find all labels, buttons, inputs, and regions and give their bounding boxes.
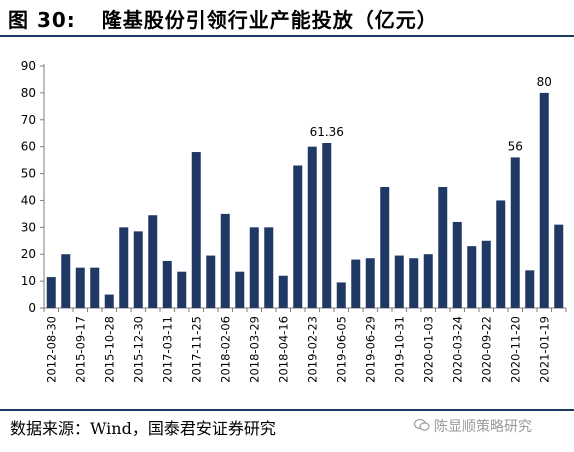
source-note: 数据来源：Wind，国泰君安证券研究 — [10, 419, 276, 438]
y-tick-label: 0 — [28, 301, 36, 315]
bar — [380, 187, 390, 308]
x-tick-label: 2015-10-28 — [102, 316, 116, 383]
bar — [104, 294, 114, 308]
bar — [235, 271, 245, 308]
bar — [365, 258, 375, 308]
data-label: 80 — [537, 75, 552, 89]
bar — [90, 267, 100, 308]
bar — [467, 246, 477, 308]
y-tick-label: 80 — [21, 86, 36, 100]
y-tick-label: 60 — [21, 140, 36, 154]
bar — [423, 254, 433, 308]
bar — [191, 152, 201, 308]
x-tick-label: 2021-01-19 — [537, 316, 551, 383]
bar — [336, 282, 346, 308]
x-tick-label: 2018-02-06 — [218, 316, 232, 383]
bar — [510, 157, 520, 308]
bar — [177, 271, 187, 308]
figure-title-text: 隆基股份引领行业产能投放（亿元） — [101, 8, 438, 32]
watermark: 陈显顺策略研究 — [434, 419, 532, 435]
bar — [162, 260, 172, 308]
x-tick-label: 2019-02-23 — [305, 316, 319, 383]
x-tick-label: 2020-01-03 — [421, 316, 435, 383]
x-tick-label: 2019-06-29 — [363, 316, 377, 383]
data-label: 56 — [508, 139, 523, 153]
bar — [452, 221, 462, 308]
x-tick-label: 2015-12-30 — [131, 316, 145, 383]
x-tick-label: 2020-09-22 — [479, 316, 493, 383]
wechat-icon — [414, 418, 430, 431]
bar — [148, 215, 158, 308]
source-rule — [0, 409, 574, 411]
bar-chart: 0 10 20 30 40 50 60 70 80 90 2012-08-30 2015-09-17 2… — [21, 59, 567, 383]
bar — [525, 270, 535, 308]
x-tick-label: 2019-10-31 — [392, 316, 406, 383]
bar — [554, 224, 564, 308]
y-tick-label: 20 — [21, 247, 36, 261]
y-tick-label: 30 — [21, 220, 36, 234]
bar — [409, 258, 419, 308]
x-tick-label: 2019-06-05 — [334, 316, 348, 383]
bar — [481, 240, 491, 308]
x-tick-label: 2017-11-25 — [189, 316, 203, 383]
figure-title: 图 30: 隆基股份引领行业产能投放（亿元） — [8, 4, 438, 33]
bar — [394, 255, 404, 308]
bar — [46, 277, 56, 308]
bar — [307, 146, 317, 308]
y-tick-label: 10 — [21, 274, 36, 288]
bar — [133, 231, 143, 308]
bar — [278, 275, 288, 308]
bar — [438, 187, 448, 308]
y-tick-label: 70 — [21, 113, 36, 127]
figure-label: 图 30: — [8, 8, 76, 32]
x-tick-label: 2015-09-17 — [73, 316, 87, 383]
x-tick-label: 2012-08-30 — [44, 316, 58, 383]
bar — [61, 254, 71, 308]
x-tick-label: 2020-03-24 — [450, 316, 464, 383]
bar — [264, 227, 274, 308]
x-tick-label: 2018-04-16 — [276, 316, 290, 383]
x-tick-label: 2020-11-20 — [508, 316, 522, 383]
data-label: 61.36 — [310, 125, 344, 139]
bar — [539, 92, 549, 308]
title-rule — [0, 35, 574, 37]
bar — [249, 227, 259, 308]
y-tick-label: 90 — [21, 59, 36, 73]
y-tick-label: 40 — [21, 193, 36, 207]
bar — [220, 213, 230, 308]
x-tick-label: 2017-03-11 — [160, 316, 174, 383]
x-tick-label: 2018-03-29 — [247, 316, 261, 383]
bar — [322, 143, 332, 308]
y-tick-label: 50 — [21, 167, 36, 181]
bar — [351, 259, 361, 308]
bar — [496, 200, 506, 308]
bar — [206, 255, 216, 308]
bar — [293, 165, 303, 308]
bar — [119, 227, 129, 308]
bar — [75, 267, 85, 308]
